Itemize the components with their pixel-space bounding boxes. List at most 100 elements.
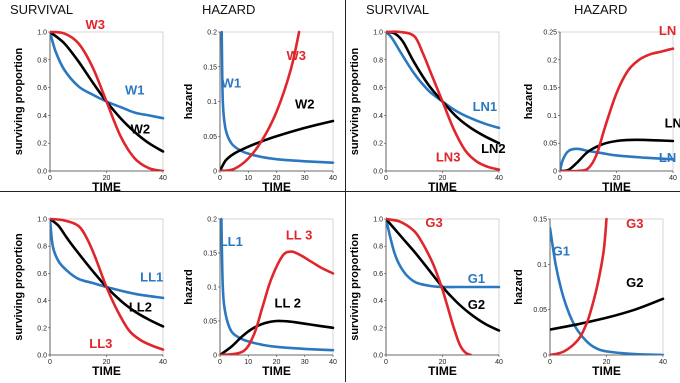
chart-loglogistic-survival: 0.0 0.2 0.4 0.6 0.8 1.0 0 20 40 TIME surviving pro… bbox=[13, 217, 167, 379]
y-tick-label: 1.0 bbox=[37, 30, 47, 37]
series-label-ll3: LL 3 bbox=[286, 227, 313, 242]
panel-weibull-hazard: HAZARD 0 0.05 0.1 0.15 0.2 0 10 20 30 40 TIME hazar… bbox=[170, 0, 340, 191]
chart-weibull-hazard: HAZARD 0 0.05 0.1 0.15 0.2 0 10 20 30 40 TIME hazar… bbox=[183, 2, 337, 191]
chart-lognormal-hazard: HAZARD 0 0.05 0.1 0.15 0.2 0.25 0 20 40 TIME hazar… bbox=[523, 2, 680, 191]
x-tick-label: 40 bbox=[329, 175, 337, 182]
series-line-ll1 bbox=[220, 217, 335, 352]
x-tick-label: 0 bbox=[548, 359, 552, 366]
y-tick-label: 0.15 bbox=[533, 217, 547, 224]
series-label-w1: W1 bbox=[222, 76, 242, 91]
y-tick-label: 0.8 bbox=[37, 57, 47, 64]
y-tick-label: 0.1 bbox=[547, 113, 557, 120]
series-line-ll3 bbox=[50, 217, 165, 351]
x-tick-label: 0 bbox=[48, 359, 52, 366]
y-tick-label: 0.15 bbox=[203, 64, 217, 71]
column-header: HAZARD bbox=[202, 2, 255, 17]
y-tick-label: 0 bbox=[213, 353, 217, 360]
y-axis-label: hazard bbox=[513, 269, 525, 304]
y-tick-label: 0.25 bbox=[543, 30, 557, 37]
series-line-ln3 bbox=[386, 30, 501, 171]
series-line-ll2 bbox=[220, 319, 335, 355]
chart-lognormal-survival: SURVIVAL 0.0 0.2 0.4 0.6 0.8 1.0 0 20 40 TIME surv… bbox=[349, 2, 506, 191]
x-tick-label: 40 bbox=[159, 175, 167, 182]
x-tick-label: 40 bbox=[495, 175, 503, 182]
chart-gompertz-hazard: 0 0.05 0.1 0.15 0 20 40 TIME hazard G1 G2 G3 bbox=[513, 216, 667, 378]
x-tick-label: 0 bbox=[218, 359, 222, 366]
y-tick-label: 1.0 bbox=[373, 217, 383, 224]
y-axis-label: surviving proportion bbox=[349, 233, 361, 341]
y-tick-label: 1.0 bbox=[373, 30, 383, 37]
series-line-ln2 bbox=[560, 138, 675, 171]
series-label-g1: G1 bbox=[553, 243, 570, 258]
x-tick-label: 40 bbox=[495, 359, 503, 366]
series-label-w2: W2 bbox=[131, 121, 151, 136]
y-tick-label: 0.1 bbox=[207, 99, 217, 106]
y-tick-label: 0.2 bbox=[373, 325, 383, 332]
x-tick-label: 0 bbox=[48, 175, 52, 182]
series-label-ln3: LN3 bbox=[436, 149, 461, 164]
y-tick-label: 0.4 bbox=[373, 298, 383, 305]
series-line-ll2 bbox=[50, 217, 165, 328]
series-label-g2: G2 bbox=[468, 297, 485, 312]
series-label-w2: W2 bbox=[295, 96, 315, 111]
x-tick-label: 20 bbox=[603, 359, 611, 366]
panel-weibull-survival: SURVIVAL 0.0 0.2 0.4 0.6 0.8 1.0 0 20 40 TIME surv… bbox=[0, 0, 170, 191]
series-line-g3 bbox=[550, 217, 608, 355]
y-tick-label: 0.05 bbox=[533, 307, 547, 314]
y-tick-label: 0 bbox=[213, 169, 217, 176]
y-tick-label: 0 bbox=[553, 169, 557, 176]
series-line-w3 bbox=[220, 30, 301, 171]
y-tick-label: 0.0 bbox=[37, 353, 47, 360]
x-tick-label: 20 bbox=[103, 175, 111, 182]
y-tick-label: 0.2 bbox=[547, 57, 557, 64]
x-tick-label: 20 bbox=[103, 359, 111, 366]
y-tick-label: 0.05 bbox=[203, 319, 217, 326]
series-line-ln2 bbox=[386, 30, 501, 145]
x-tick-label: 40 bbox=[669, 175, 677, 182]
y-tick-label: 0.2 bbox=[37, 325, 47, 332]
series-line-g1 bbox=[550, 226, 665, 355]
y-tick-label: 0.2 bbox=[207, 217, 217, 224]
x-tick-label: 20 bbox=[613, 175, 621, 182]
y-tick-label: 0.2 bbox=[373, 141, 383, 148]
series-line-ln3 bbox=[560, 47, 675, 171]
x-axis-label: TIME bbox=[262, 364, 291, 378]
y-axis-label: hazard bbox=[523, 84, 535, 119]
x-axis-label: TIME bbox=[602, 180, 631, 191]
x-tick-label: 0 bbox=[384, 359, 388, 366]
plot-area bbox=[549, 218, 664, 356]
y-tick-label: 0.15 bbox=[543, 85, 557, 92]
chart-loglogistic-hazard: 0 0.05 0.1 0.15 0.2 0 10 20 30 40 TIME hazard LL1 LL … bbox=[183, 217, 337, 379]
x-tick-label: 40 bbox=[659, 359, 667, 366]
y-tick-label: 0 bbox=[543, 353, 547, 360]
y-tick-label: 0.1 bbox=[537, 262, 547, 269]
series-label-w3: W3 bbox=[287, 48, 307, 63]
column-header: HAZARD bbox=[574, 2, 627, 17]
horizontal-divider bbox=[0, 191, 680, 192]
x-axis-label: TIME bbox=[92, 364, 121, 378]
series-label-ll2: LL2 bbox=[129, 299, 152, 314]
y-tick-label: 0.8 bbox=[373, 244, 383, 251]
series-line-g3 bbox=[386, 217, 473, 355]
series-label-ll2: LL 2 bbox=[275, 295, 302, 310]
series-label-ll3: LL3 bbox=[89, 336, 112, 351]
y-tick-label: 0.0 bbox=[373, 169, 383, 176]
x-tick-label: 10 bbox=[244, 175, 252, 182]
y-tick-label: 0.2 bbox=[207, 30, 217, 37]
panel-gompertz-hazard: 0 0.05 0.1 0.15 0 20 40 TIME hazard G1 G2 G3 bbox=[510, 192, 680, 383]
x-tick-label: 20 bbox=[273, 175, 281, 182]
y-axis-label: surviving proportion bbox=[13, 47, 25, 155]
series-line-ll3 bbox=[220, 250, 335, 355]
series-label-ln2: LN2 bbox=[481, 141, 506, 156]
series-label-g3: G3 bbox=[626, 216, 643, 231]
x-tick-label: 10 bbox=[244, 359, 252, 366]
chart-weibull-survival: SURVIVAL 0.0 0.2 0.4 0.6 0.8 1.0 0 20 40 TIME surv… bbox=[10, 2, 167, 191]
y-axis-label: hazard bbox=[183, 84, 195, 119]
y-tick-label: 0.6 bbox=[373, 271, 383, 278]
series-label-ln1: LN 1 bbox=[659, 150, 680, 165]
x-tick-label: 0 bbox=[558, 175, 562, 182]
column-header: SURVIVAL bbox=[366, 2, 429, 17]
y-tick-label: 0.4 bbox=[37, 298, 47, 305]
x-axis-label: TIME bbox=[428, 364, 457, 378]
y-tick-label: 0.4 bbox=[37, 113, 47, 120]
